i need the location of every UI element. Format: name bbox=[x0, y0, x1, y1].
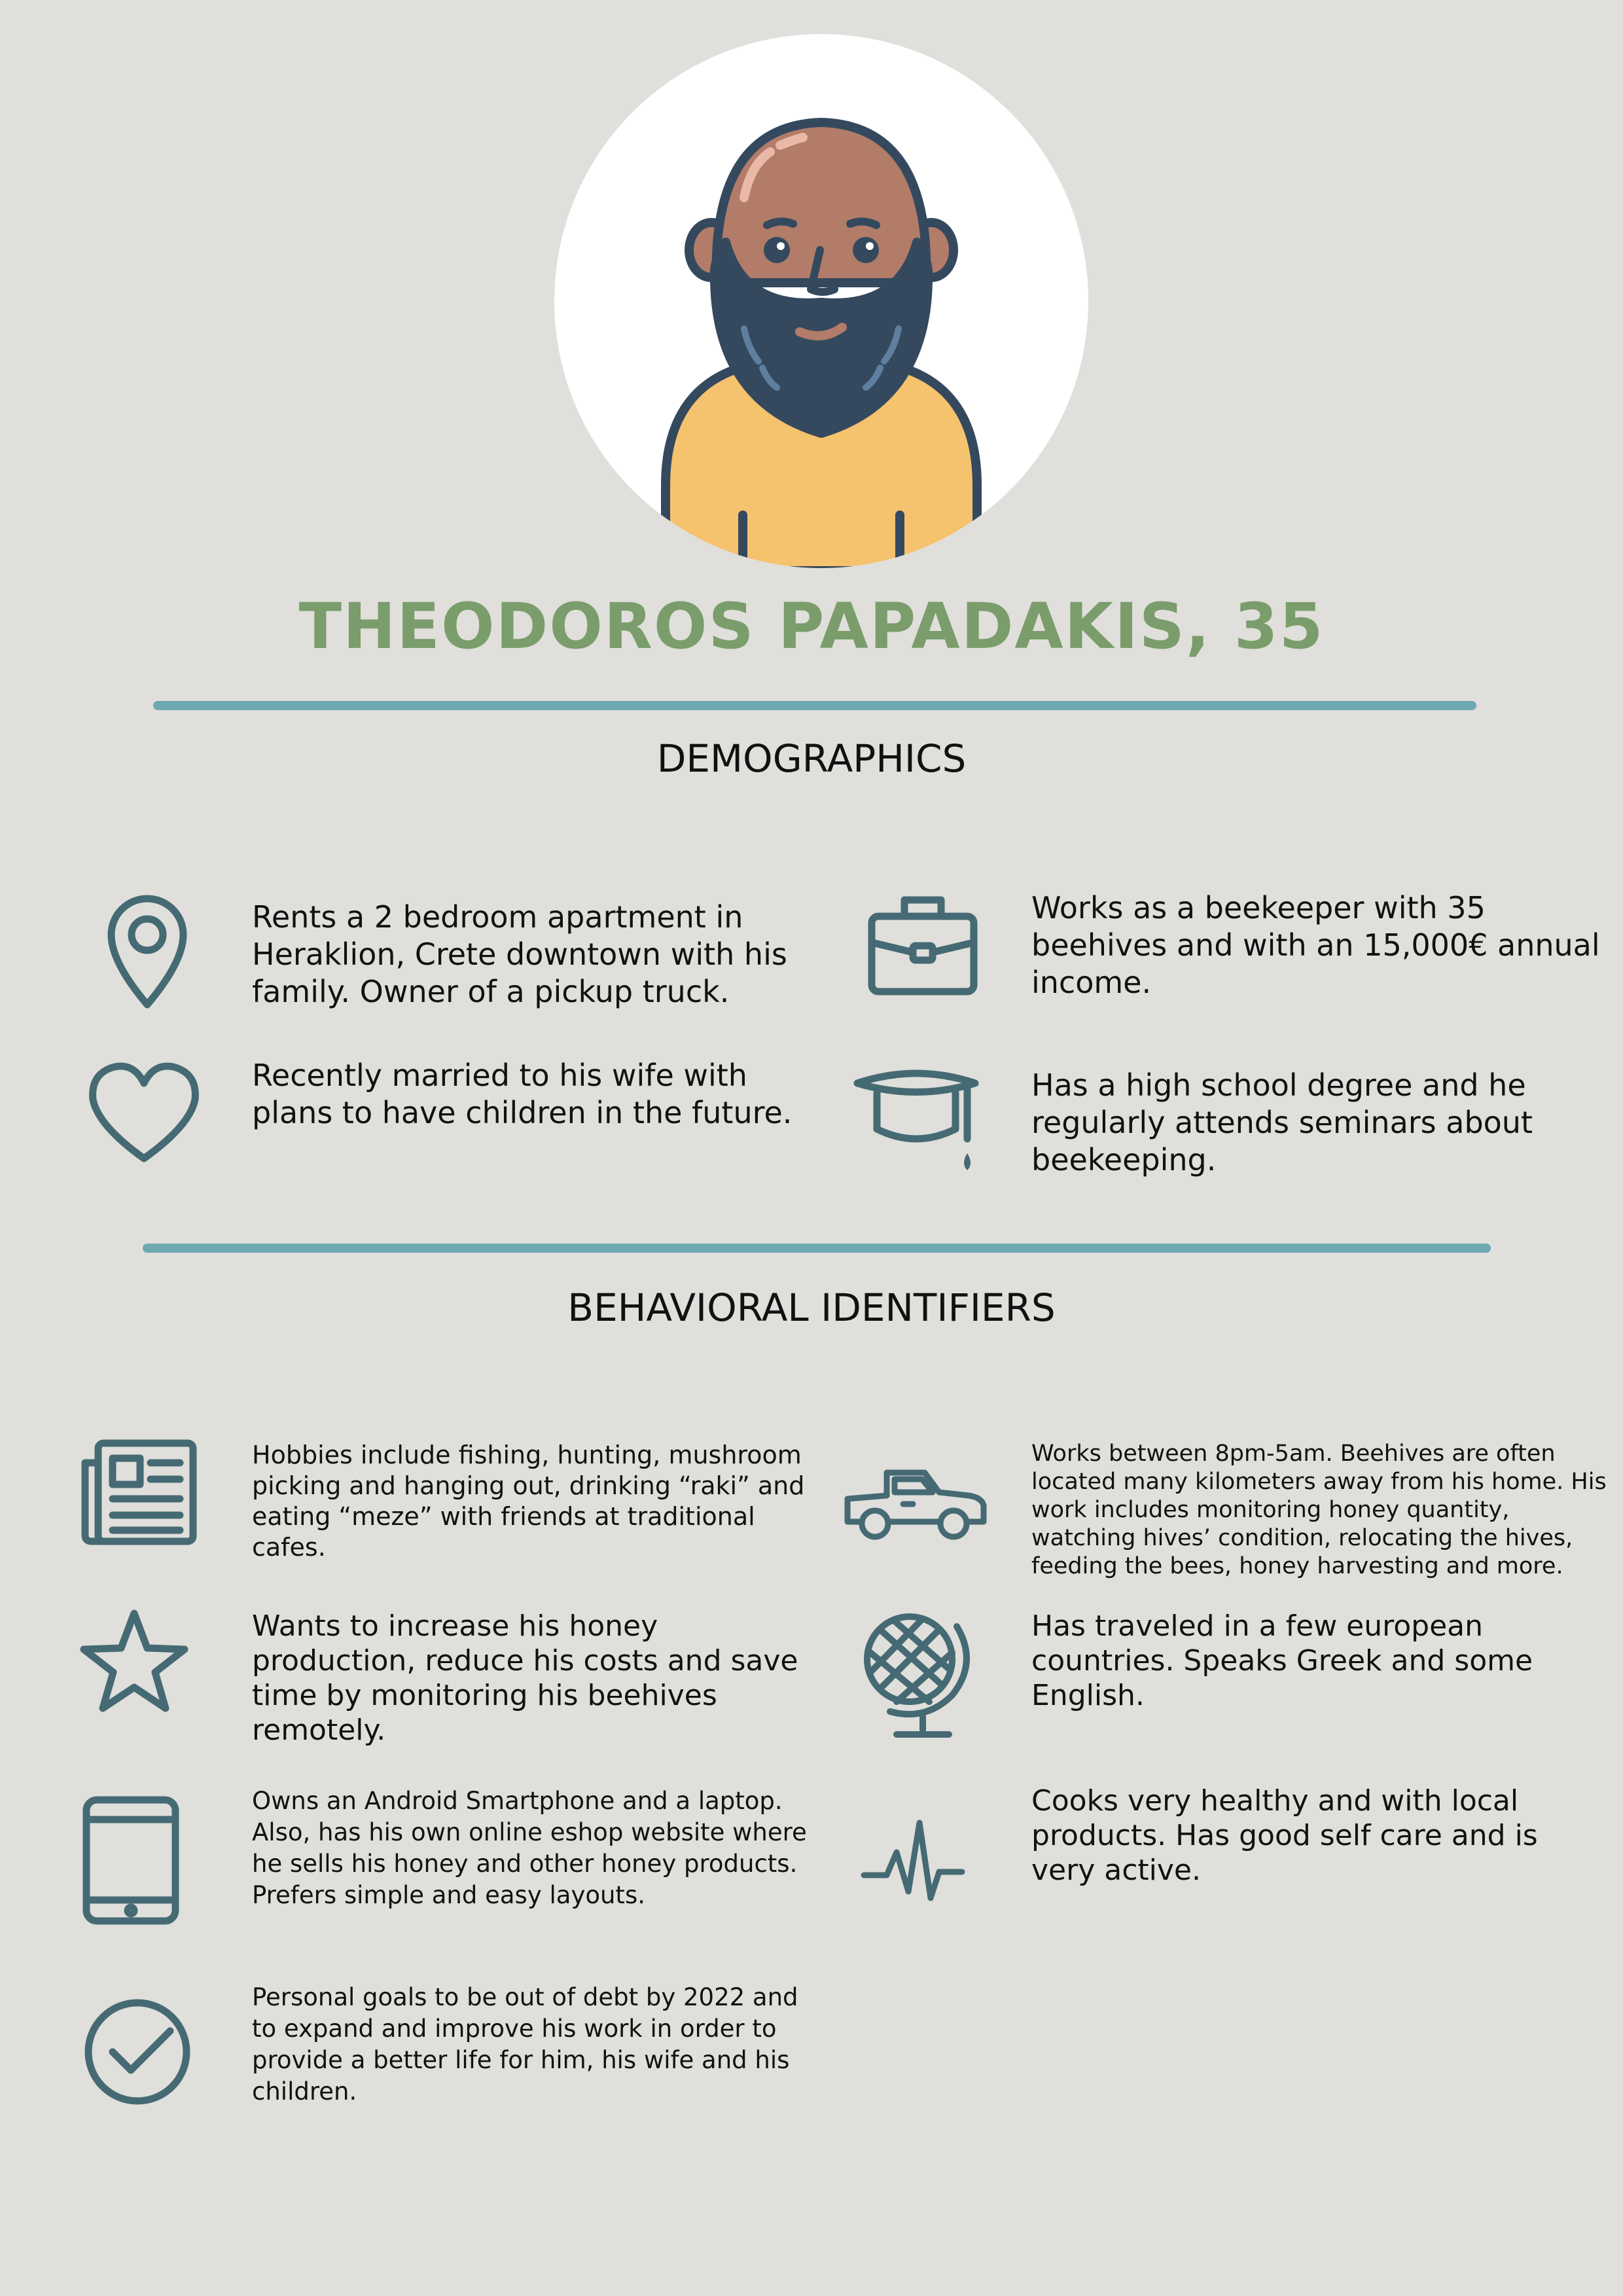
behavioral-item-hobbies: Hobbies include fishing, hunting, mushro… bbox=[252, 1441, 805, 1562]
demographics-heading: DEMOGRAPHICS bbox=[656, 736, 967, 781]
section-divider bbox=[143, 1244, 1491, 1253]
demographics-item-housing: Rents a 2 bedroom apartment in Heraklion… bbox=[252, 899, 787, 1009]
behavioral-item-travel-languages: Has traveled in a few european countries… bbox=[1031, 1609, 1533, 1712]
section-divider bbox=[153, 701, 1476, 710]
briefcase-icon bbox=[857, 880, 988, 1011]
heart-icon bbox=[79, 1047, 209, 1178]
behavioral-item-goals-business: Wants to increase his honey production, … bbox=[252, 1609, 798, 1747]
demographics-item-work: Works as a beekeeper with 35 beehives an… bbox=[1031, 890, 1600, 1000]
pickup-truck-icon bbox=[841, 1427, 991, 1558]
demographics-item-family: Recently married to his wife with plans … bbox=[252, 1058, 793, 1130]
tablet-icon bbox=[72, 1790, 190, 1931]
behavioral-item-technology: Owns an Android Smartphone and a laptop.… bbox=[252, 1787, 807, 1909]
behavioral-item-work-schedule: Works between 8pm-5am. Beehives are ofte… bbox=[1031, 1441, 1607, 1579]
location-pin-icon bbox=[82, 884, 213, 1014]
behavioral-item-health: Cooks very healthy and with local produc… bbox=[1031, 1784, 1538, 1887]
demographics-item-education: Has a high school degree and he regularl… bbox=[1031, 1067, 1533, 1177]
behavioral-item-personal-goals: Personal goals to be out of debt by 2022… bbox=[252, 1983, 798, 2106]
behavioral-heading: BEHAVIORAL IDENTIFIERS bbox=[567, 1285, 1056, 1330]
graduation-cap-icon bbox=[851, 1054, 982, 1185]
heartbeat-icon bbox=[857, 1813, 969, 1911]
newspaper-icon bbox=[72, 1427, 203, 1558]
persona-name-title: THEODOROS PAPADAKIS, 35 bbox=[298, 590, 1325, 663]
avatar bbox=[554, 34, 1088, 568]
globe-icon bbox=[844, 1600, 982, 1744]
star-icon bbox=[69, 1597, 200, 1728]
check-circle-icon bbox=[72, 1986, 203, 2117]
